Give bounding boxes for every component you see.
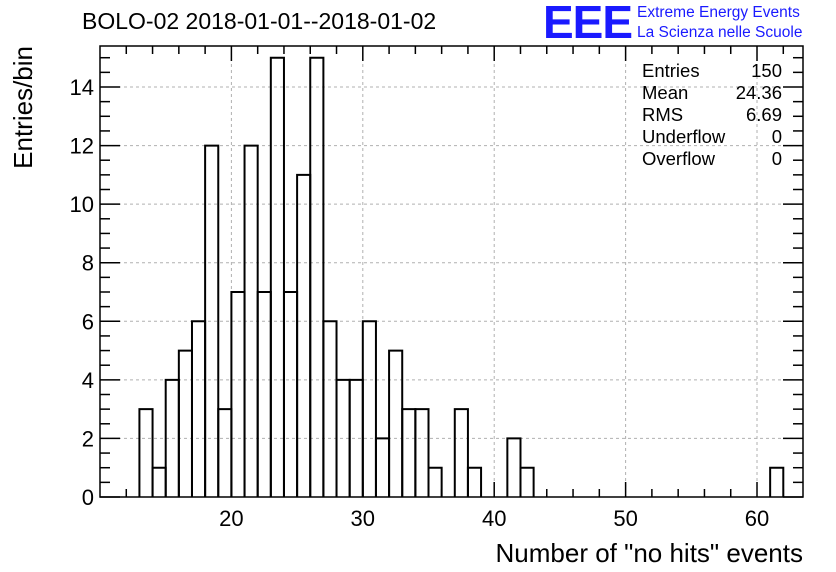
axis-ticks xyxy=(100,46,803,498)
x-axis-label: Number of "no hits" events xyxy=(496,538,804,568)
y-tick-label: 6 xyxy=(82,309,94,334)
eee-logo: EEE xyxy=(543,0,633,48)
chart-title: BOLO-02 2018-01-01--2018-01-02 xyxy=(82,8,437,34)
histogram-bin xyxy=(204,144,220,497)
histogram-bin xyxy=(309,56,325,497)
histogram-bin xyxy=(466,466,483,497)
stat-value: 150 xyxy=(751,60,782,81)
stat-value: 0 xyxy=(771,126,782,147)
histogram-bin xyxy=(453,408,469,497)
histogram-bins xyxy=(138,56,785,497)
stat-underflow: Underflow 0 xyxy=(636,126,782,148)
histogram-bin xyxy=(190,320,207,497)
stat-mean: Mean 24.36 xyxy=(636,82,782,104)
x-tick-label: 30 xyxy=(351,506,375,531)
logo-line-2: La Scienza nelle Scuole xyxy=(637,24,803,41)
stat-label: Overflow xyxy=(642,148,715,169)
stat-overflow: Overflow 0 xyxy=(636,148,782,170)
y-tick-label: 2 xyxy=(82,426,94,451)
histogram-bin xyxy=(256,291,272,497)
x-tick-label: 50 xyxy=(613,506,637,531)
stats-box: Entries 150 Mean 24.36 RMS 6.69 Underflo… xyxy=(636,60,782,170)
y-tick-label: 8 xyxy=(82,251,94,276)
y-tick-label: 12 xyxy=(70,134,94,159)
histogram-bin xyxy=(177,349,193,497)
histogram-bin xyxy=(414,408,430,497)
histogram-bin xyxy=(769,466,785,497)
histogram-bin xyxy=(138,408,154,497)
histogram-bin xyxy=(388,349,404,497)
histogram-bin xyxy=(361,320,377,497)
histogram-bin xyxy=(217,408,233,497)
y-axis-label: Entries/bin xyxy=(8,46,38,169)
tick-labels: 20 30 40 50 60 0 2 4 6 8 10 12 14 xyxy=(70,75,770,531)
stat-value: 24.36 xyxy=(735,82,782,103)
histogram-bin xyxy=(322,320,338,497)
histogram-bin xyxy=(506,437,522,497)
x-tick-label: 20 xyxy=(219,506,243,531)
stat-label: Underflow xyxy=(642,126,726,147)
histogram-bin xyxy=(296,173,312,497)
stat-entries: Entries 150 xyxy=(636,60,782,82)
stat-rms: RMS 6.69 xyxy=(636,104,782,126)
plot-frame xyxy=(99,45,804,498)
eee-logo-caption: Extreme Energy Events La Scienza nelle S… xyxy=(637,3,802,43)
histogram-bin xyxy=(374,437,391,497)
y-tick-label: 10 xyxy=(70,192,94,217)
histogram-bin xyxy=(269,56,285,497)
histogram-bin xyxy=(151,466,167,497)
histogram-bin xyxy=(519,466,535,497)
y-tick-label: 4 xyxy=(82,368,94,393)
x-tick-label: 60 xyxy=(745,506,769,531)
histogram-bin xyxy=(427,466,443,497)
logo-line-1: Extreme Energy Events xyxy=(637,4,800,21)
histogram-bin xyxy=(282,291,299,497)
histogram-bin xyxy=(401,408,417,497)
stat-label: Entries xyxy=(642,60,700,81)
x-tick-label: 40 xyxy=(482,506,506,531)
histogram-bin xyxy=(230,291,246,497)
stat-value: 0 xyxy=(771,148,782,169)
stat-value: 6.69 xyxy=(745,104,782,125)
stat-label: RMS xyxy=(642,104,684,125)
stat-label: Mean xyxy=(642,82,689,103)
y-tick-label: 0 xyxy=(82,485,94,510)
y-tick-label: 14 xyxy=(70,75,94,100)
